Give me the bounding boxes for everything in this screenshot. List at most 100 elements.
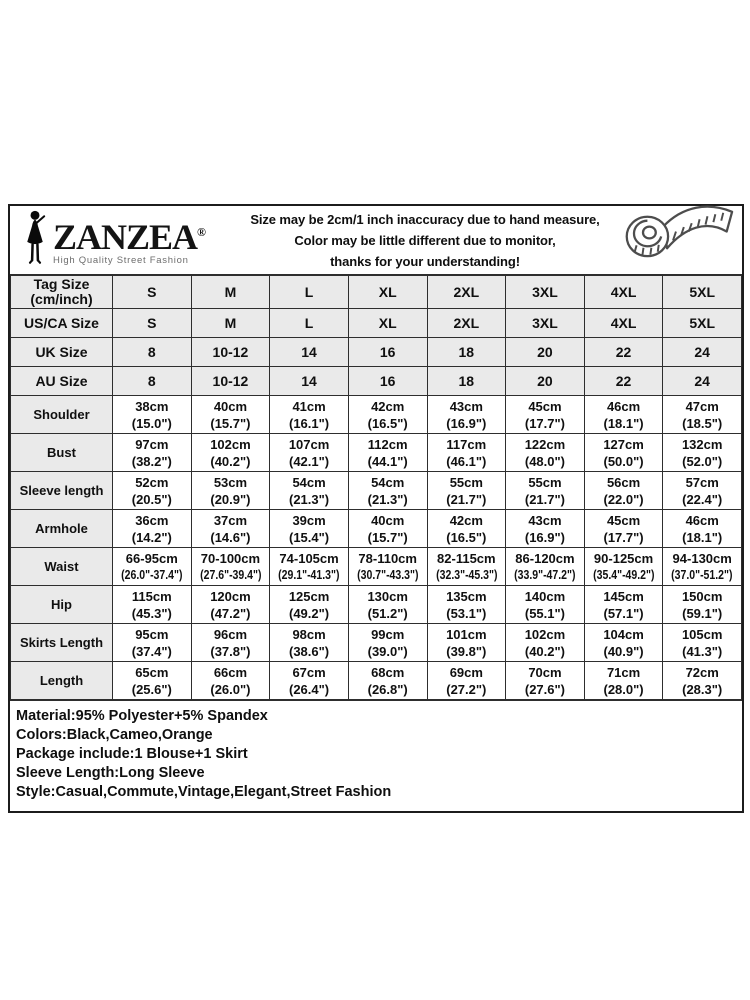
brand-text-block: ZANZEA® High Quality Street Fashion (53, 215, 206, 266)
measure-row: Bust 97cm (38.2") 102cm (40.2") 107cm (42.1") 1… (10, 433, 742, 472)
size-cell: 18 (426, 337, 507, 367)
row-label-cell: UK Size (10, 337, 113, 367)
measure-cell: 57cm (22.4") (662, 471, 742, 510)
measure-cell: 145cm (57.1") (583, 585, 664, 624)
measure-cm: 70-100cm (200, 550, 261, 566)
measure-cm: 55cm (528, 474, 562, 490)
detail-line-sleeve: Sleeve Length:Long Sleeve (16, 765, 205, 781)
measure-cm: 40cm (213, 398, 248, 414)
measure-inch: (46.1") (446, 453, 487, 469)
measure-cell: 46cm (18.1") (662, 509, 742, 548)
row-sublabel: (cm/inch) (30, 291, 93, 307)
measure-row: Armhole 36cm (14.2") 37cm (14.6") 39cm (15.4")… (10, 509, 742, 548)
size-cell: 8 (112, 337, 192, 367)
row-label-cell: US/CA Size (10, 308, 113, 338)
measure-cm: 47cm (685, 398, 719, 414)
size-row: Tag Size (cm/inch) S M L XL 2XL 3XL 4XL 5XL (10, 275, 742, 309)
measure-inch: (15.4") (289, 529, 330, 545)
size-cell: L (269, 308, 349, 338)
measure-inch: (51.2") (367, 605, 408, 621)
measure-cell: 102cm (40.2") (190, 433, 271, 472)
row-label: US/CA Size (24, 315, 99, 331)
measure-inch: (35.4"-49.2") (592, 567, 655, 582)
measure-inch: (17.7") (524, 415, 565, 431)
size-cell: 20 (505, 337, 585, 367)
measure-cm: 39cm (292, 512, 326, 528)
measure-cell: 130cm (51.2") (347, 585, 428, 624)
measure-cm: 45cm (528, 398, 562, 414)
measure-inch: (16.1") (289, 415, 330, 431)
measure-cm: 145cm (603, 588, 644, 604)
measure-cell: 96cm (37.8") (190, 623, 271, 662)
measure-cell: 127cm (50.0") (583, 433, 664, 472)
row-label: Length (39, 673, 84, 688)
measure-cm: 97cm (135, 436, 169, 452)
measure-cell: 70-100cm (27.6"-39.4") (190, 547, 271, 586)
measure-cm: 38cm (135, 398, 169, 414)
measure-cell: 107cm (42.1") (269, 433, 349, 472)
measure-cell: 90-125cm (35.4"-49.2") (583, 547, 664, 586)
registered-mark: ® (197, 224, 206, 239)
measure-cell: 47cm (18.5") (662, 395, 742, 434)
measure-inch: (26.4") (289, 681, 330, 697)
woman-silhouette-icon (27, 210, 46, 264)
measure-inch: (20.5") (131, 491, 172, 507)
row-label-cell: Armhole (10, 509, 113, 548)
measure-cm: 37cm (213, 512, 248, 528)
measure-inch: (14.6") (210, 529, 251, 545)
measure-inch: (37.8") (210, 643, 251, 659)
measure-cm: 102cm (210, 436, 251, 452)
measure-cell: 82-115cm (32.3"-45.3") (426, 547, 507, 586)
measure-cell: 102cm (40.2") (505, 623, 585, 662)
measure-row: Shoulder 38cm (15.0") 40cm (15.7") 41cm (16.1"… (10, 395, 742, 434)
measure-cell: 54cm (21.3") (347, 471, 428, 510)
measure-cm: 130cm (367, 588, 408, 604)
row-label: AU Size (35, 373, 88, 389)
measure-inch: (57.1") (603, 605, 644, 621)
measure-inch: (15.7") (367, 529, 408, 545)
measure-cm: 86-120cm (515, 550, 575, 566)
measure-cell: 101cm (39.8") (426, 623, 507, 662)
measure-cell: 98cm (38.6") (269, 623, 349, 662)
measure-inch: (28.0") (603, 681, 644, 697)
measure-cm: 54cm (292, 474, 326, 490)
disclaimer-line: Color may be little different due to mon… (294, 232, 556, 248)
measure-cell: 140cm (55.1") (505, 585, 585, 624)
size-cell: 8 (112, 366, 192, 396)
row-label: Tag Size (33, 275, 90, 292)
measure-row: Length 65cm (25.6") 66cm (26.0") 67cm (26.4") 6… (10, 661, 742, 700)
measure-cell: 72cm (28.3") (662, 661, 742, 700)
measure-cm: 120cm (210, 588, 251, 604)
row-label-cell: Skirts Length (10, 623, 113, 662)
measure-inch: (40.9") (603, 643, 644, 659)
measure-cm: 104cm (603, 626, 644, 642)
measure-inch: (29.1"-41.3") (278, 567, 340, 582)
measure-cm: 102cm (524, 626, 566, 642)
size-cell: 14 (269, 337, 349, 367)
measure-cm: 127cm (603, 436, 644, 452)
brand-name: ZANZEA® (53, 215, 206, 255)
measure-cell: 105cm (41.3") (662, 623, 742, 662)
measure-inch: (53.1") (446, 605, 487, 621)
measure-cm: 98cm (292, 626, 326, 642)
measure-cell: 69cm (27.2") (426, 661, 507, 700)
measure-inch: (47.2") (210, 605, 251, 621)
row-label-cell: Sleeve length (10, 471, 113, 510)
measure-cell: 99cm (39.0") (347, 623, 428, 662)
measure-inch: (52.0") (682, 453, 723, 469)
measure-cell: 39cm (15.4") (269, 509, 349, 548)
size-cell: XL (347, 275, 428, 309)
measure-cm: 125cm (288, 588, 330, 604)
measure-inch: (21.7") (524, 491, 565, 507)
measure-cell: 40cm (15.7") (347, 509, 428, 548)
size-cell: 10-12 (190, 366, 271, 396)
size-chart-sheet: ZANZEA® High Quality Street Fashion Size… (8, 204, 744, 813)
measure-cm: 68cm (371, 664, 405, 680)
measure-inch: (22.4") (682, 491, 723, 507)
measure-cm: 72cm (685, 664, 719, 680)
measure-cm: 53cm (213, 474, 248, 490)
brand-logo: ZANZEA® High Quality Street Fashion (10, 210, 232, 270)
measure-cm: 36cm (135, 512, 169, 528)
row-label: Armhole (35, 521, 88, 536)
size-chart-table: Tag Size (cm/inch) S M L XL 2XL 3XL 4XL 5XL US/CA … (10, 275, 742, 700)
